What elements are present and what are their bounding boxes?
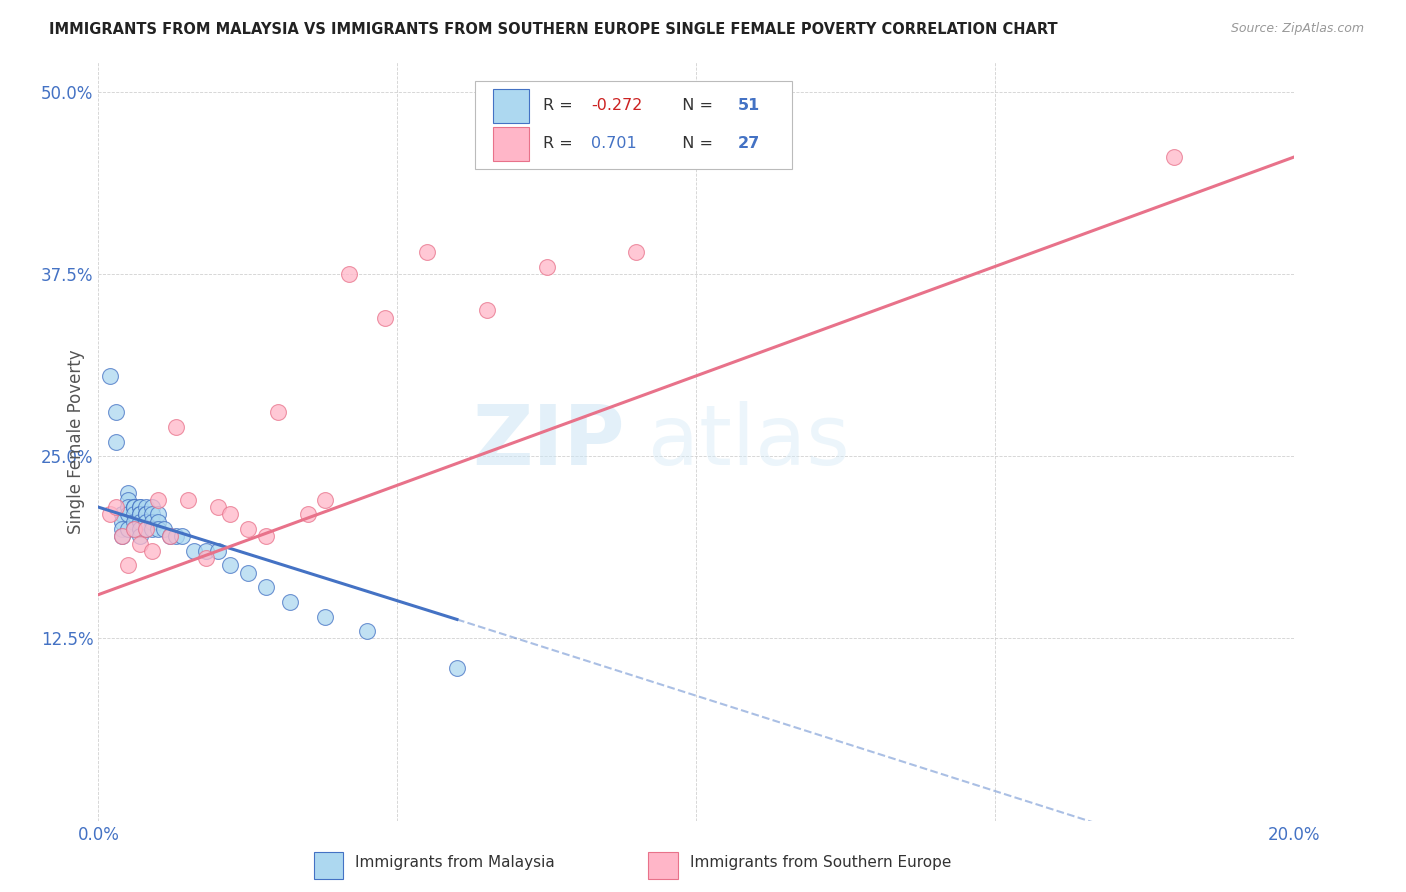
Point xyxy=(236,522,259,536)
Point xyxy=(117,500,139,515)
Point xyxy=(207,544,229,558)
Point xyxy=(111,529,134,543)
Point xyxy=(356,624,378,639)
Point xyxy=(111,515,134,529)
Point xyxy=(267,405,290,419)
Point xyxy=(626,244,648,259)
Point xyxy=(124,522,146,536)
Point xyxy=(141,544,163,558)
Point xyxy=(165,420,187,434)
Point xyxy=(141,508,163,522)
Text: Immigrants from Southern Europe: Immigrants from Southern Europe xyxy=(690,855,952,870)
Text: Immigrants from Malaysia: Immigrants from Malaysia xyxy=(356,855,555,870)
Point xyxy=(148,515,170,529)
Point xyxy=(111,522,134,536)
Point xyxy=(475,303,498,318)
Text: 0.701: 0.701 xyxy=(591,136,637,151)
Text: 27: 27 xyxy=(738,136,761,151)
Y-axis label: Single Female Poverty: Single Female Poverty xyxy=(66,350,84,533)
Point xyxy=(165,529,187,543)
Bar xyxy=(494,127,529,161)
Point xyxy=(148,508,170,522)
Point xyxy=(117,485,139,500)
Point xyxy=(219,508,242,522)
Point xyxy=(297,508,319,522)
Point xyxy=(141,522,163,536)
Point xyxy=(135,522,157,536)
Point xyxy=(129,536,152,550)
FancyBboxPatch shape xyxy=(475,81,792,169)
Point xyxy=(117,508,139,522)
Text: -0.272: -0.272 xyxy=(591,98,643,113)
Point xyxy=(111,529,134,543)
Point xyxy=(124,500,146,515)
Point xyxy=(98,368,122,383)
Point xyxy=(124,500,146,515)
Point xyxy=(177,492,200,507)
Point xyxy=(141,500,163,515)
Point xyxy=(129,529,152,543)
Point xyxy=(195,544,218,558)
Text: R =: R = xyxy=(543,98,578,113)
Point xyxy=(141,515,163,529)
Point xyxy=(135,508,157,522)
Text: atlas: atlas xyxy=(648,401,849,482)
Bar xyxy=(648,852,678,879)
Bar xyxy=(314,852,343,879)
Point xyxy=(124,500,146,515)
Point xyxy=(135,515,157,529)
Point xyxy=(315,609,337,624)
Text: IMMIGRANTS FROM MALAYSIA VS IMMIGRANTS FROM SOUTHERN EUROPE SINGLE FEMALE POVERT: IMMIGRANTS FROM MALAYSIA VS IMMIGRANTS F… xyxy=(49,22,1057,37)
Point xyxy=(236,566,259,580)
Point xyxy=(159,529,181,543)
Point xyxy=(446,660,468,674)
Point xyxy=(536,260,558,274)
Text: ZIP: ZIP xyxy=(472,401,624,482)
Text: R =: R = xyxy=(543,136,583,151)
Point xyxy=(183,544,205,558)
Point xyxy=(172,529,194,543)
Point xyxy=(124,508,146,522)
Point xyxy=(339,267,361,281)
Point xyxy=(124,515,146,529)
Point xyxy=(129,500,152,515)
Point xyxy=(195,551,218,566)
Point xyxy=(315,492,337,507)
Point xyxy=(374,310,396,325)
Point xyxy=(98,508,122,522)
Point xyxy=(117,522,139,536)
Point xyxy=(105,434,128,449)
Point xyxy=(117,558,139,573)
Point xyxy=(207,500,229,515)
Point xyxy=(105,500,128,515)
Point xyxy=(129,500,152,515)
Text: N =: N = xyxy=(672,136,718,151)
Point xyxy=(278,595,301,609)
Point xyxy=(124,522,146,536)
Point xyxy=(1163,150,1185,164)
Point xyxy=(117,492,139,507)
Point xyxy=(129,508,152,522)
Point xyxy=(254,580,277,594)
Point xyxy=(111,508,134,522)
Point xyxy=(129,522,152,536)
Text: Source: ZipAtlas.com: Source: ZipAtlas.com xyxy=(1230,22,1364,36)
Point xyxy=(148,522,170,536)
Point xyxy=(153,522,176,536)
Text: N =: N = xyxy=(672,98,718,113)
Point xyxy=(129,508,152,522)
Point xyxy=(148,492,170,507)
Point xyxy=(135,522,157,536)
Point xyxy=(129,515,152,529)
Point xyxy=(219,558,242,573)
Text: 51: 51 xyxy=(738,98,761,113)
Point xyxy=(254,529,277,543)
Point xyxy=(159,529,181,543)
Point xyxy=(135,508,157,522)
Point xyxy=(135,500,157,515)
Point xyxy=(416,244,439,259)
Bar xyxy=(494,88,529,123)
Point xyxy=(105,405,128,419)
